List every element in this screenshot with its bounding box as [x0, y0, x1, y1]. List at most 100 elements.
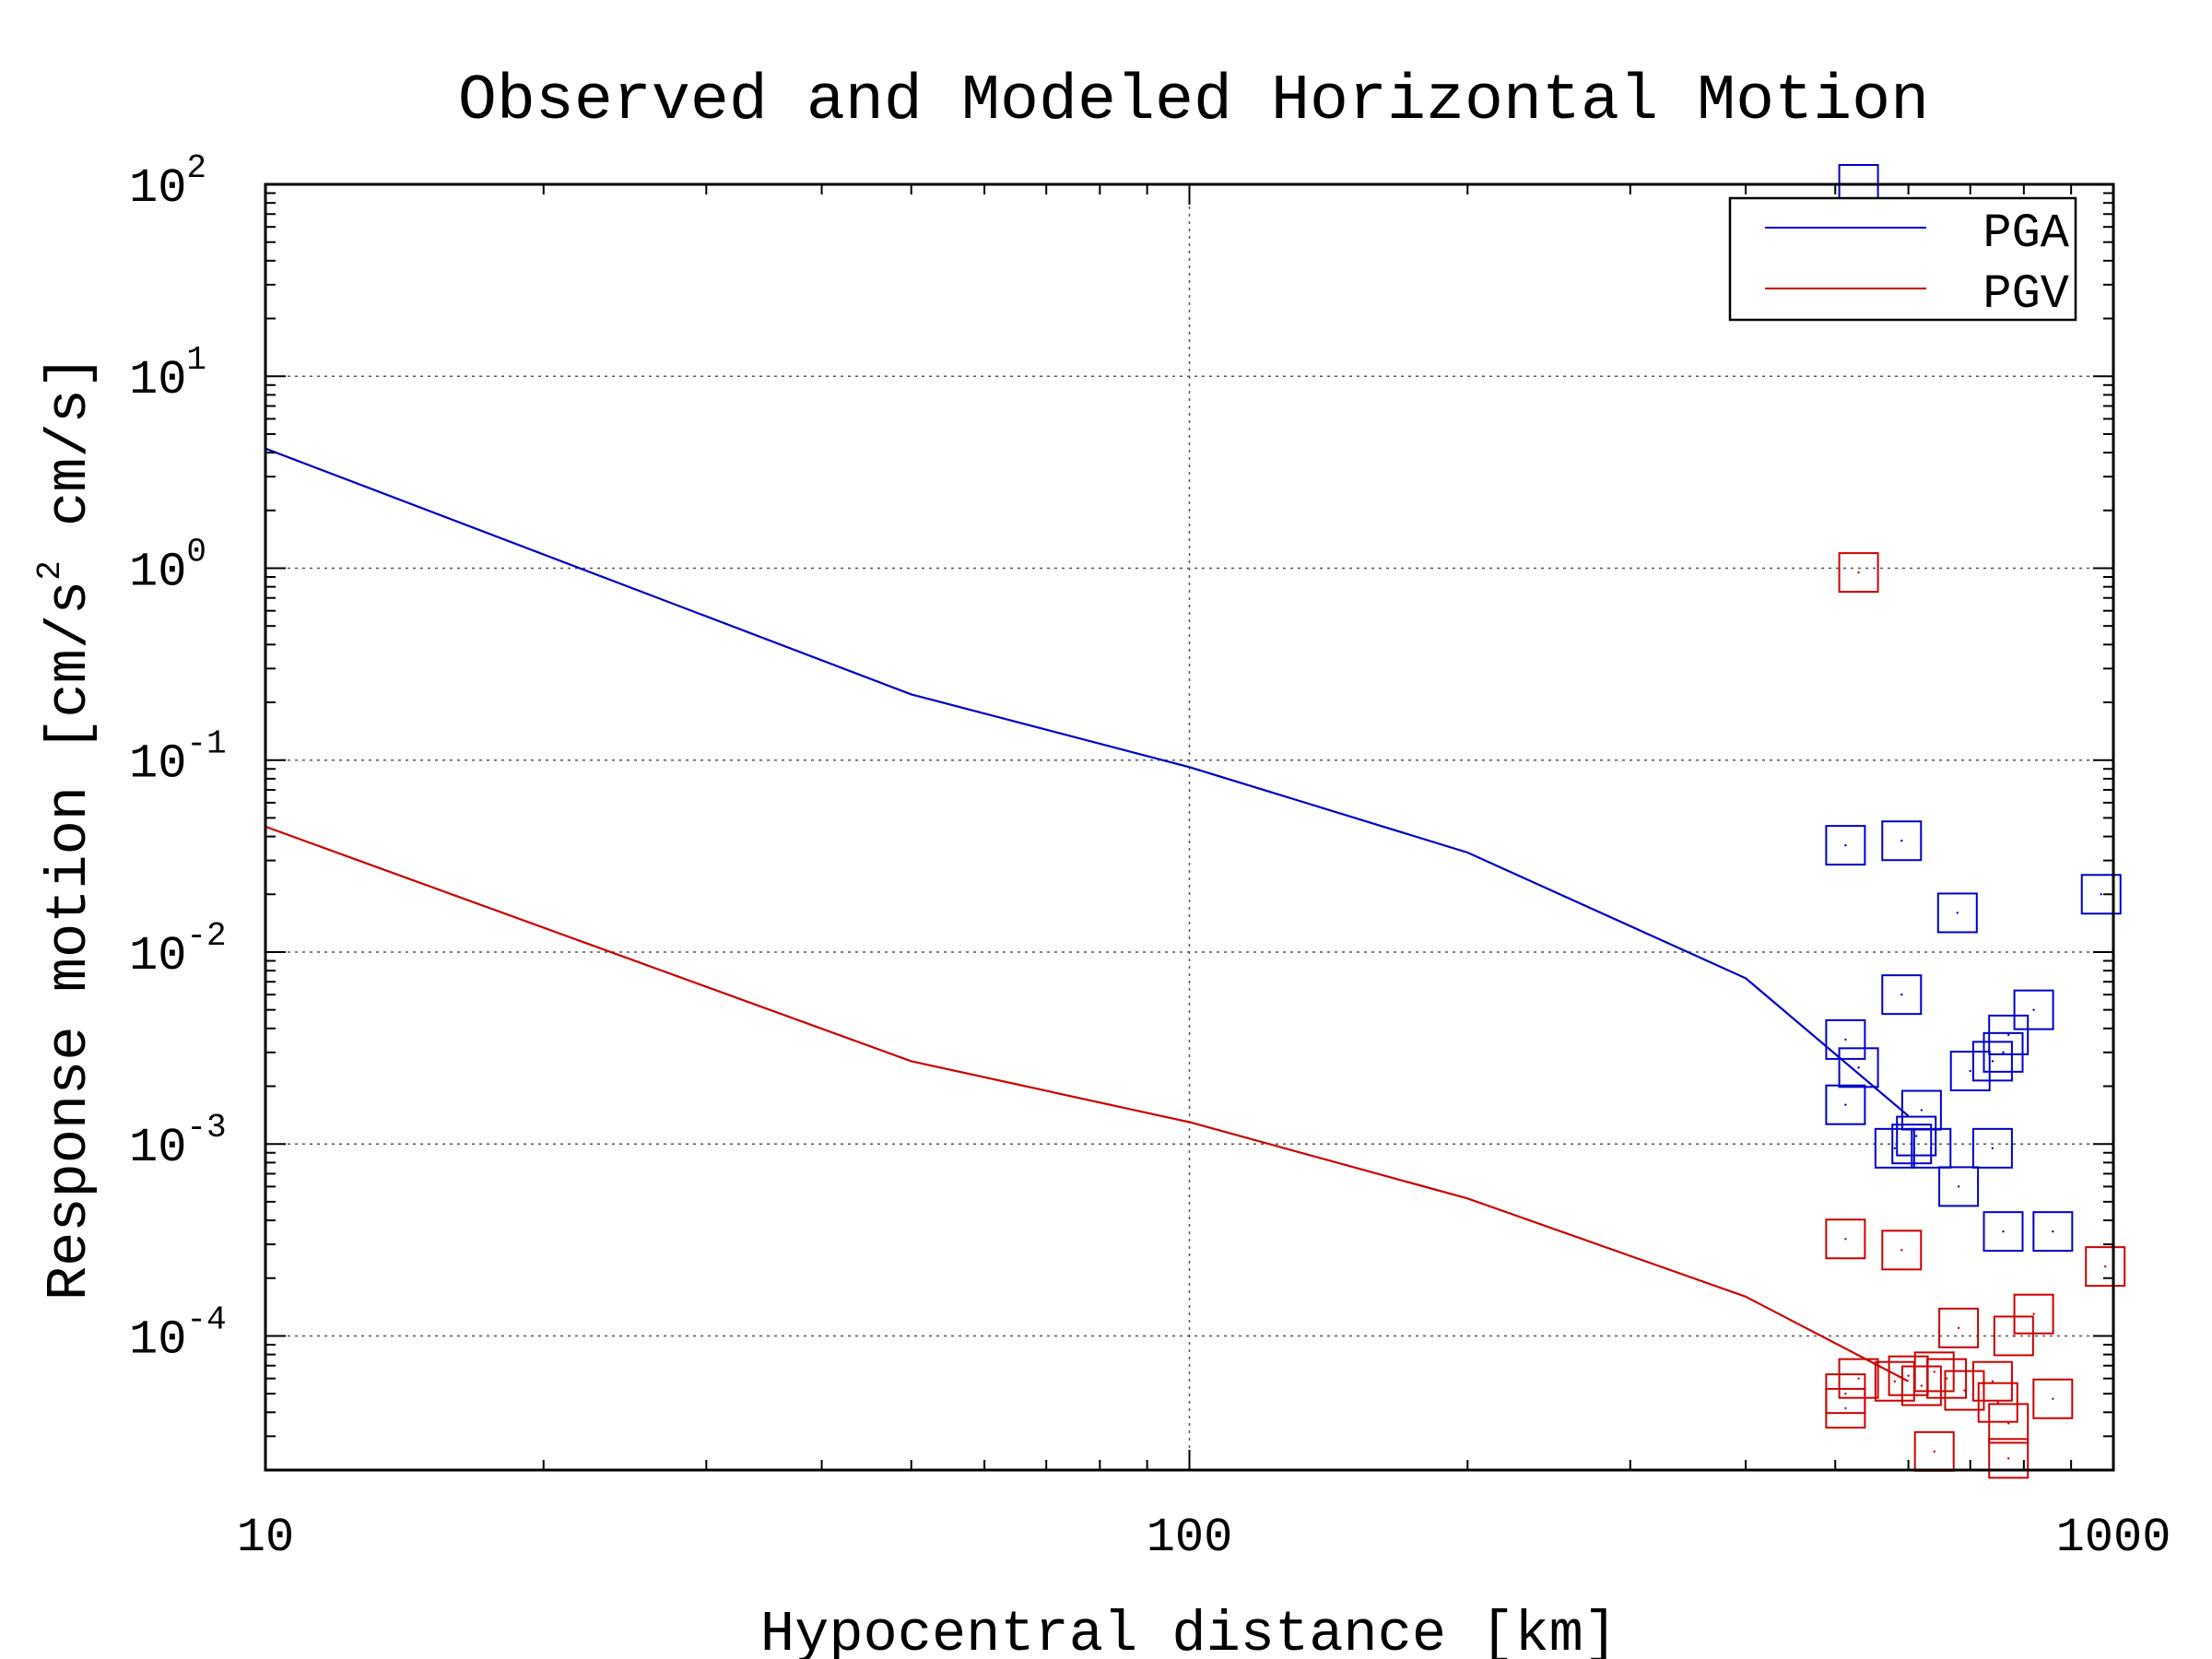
observed-point-pga	[1825, 825, 1866, 866]
observed-point-center-pgv	[1900, 1249, 1903, 1252]
observed-point-center-pga	[1957, 1185, 1960, 1188]
y-tick-label: 10-4	[129, 1300, 227, 1367]
observed-point-center-pga	[1969, 1069, 1971, 1073]
observed-point-pga	[1825, 1084, 1866, 1125]
observed-point-pga	[1825, 1018, 1866, 1060]
observed-point-pgv	[2032, 1378, 2074, 1419]
y-tick-base: 10	[129, 1312, 186, 1367]
observed-point-pgv	[1971, 1360, 2013, 1402]
observed-point-center-pga	[2002, 1051, 2005, 1054]
observed-point-center-pgv	[1857, 571, 1860, 574]
observed-point-center-pgv	[1844, 1392, 1847, 1395]
observed-point-center-pga	[2100, 893, 2102, 896]
observed-point-pgv	[1988, 1438, 2030, 1479]
observed-point-pgv	[2085, 1246, 2126, 1288]
y-tick-exponent: -3	[186, 1109, 226, 1147]
observed-point-center-pgv	[1920, 1384, 1924, 1387]
y-axis-label: Response motion [cm/s2 cm/s]	[31, 355, 102, 1300]
observed-point-pgv	[1825, 1218, 1866, 1260]
y-tick-exponent: -1	[186, 725, 226, 763]
observed-point-center-pga	[1920, 1109, 1924, 1112]
observed-point-center-pgv	[2104, 1265, 2107, 1268]
y-tick-label: 101	[129, 341, 206, 407]
observed-point-center-pga	[1844, 1103, 1847, 1106]
observed-point-pga	[2013, 989, 2054, 1030]
series-layer	[265, 164, 2126, 1479]
legend-box	[1728, 196, 2077, 322]
observed-point-center-pgv	[2007, 1422, 2010, 1425]
observed-point-center-pga	[1991, 1060, 1994, 1063]
y-tick-base: 10	[129, 545, 186, 599]
series-pgv	[265, 552, 2126, 1479]
observed-point-pga	[1983, 1211, 2024, 1253]
observed-point-center-pga	[1900, 840, 1903, 842]
observed-point-pgv	[1944, 1370, 1985, 1411]
observed-point-pgv	[1900, 1365, 1942, 1406]
observed-point-center-pga	[2007, 1033, 2010, 1037]
observed-point-center-pgv	[1957, 1326, 1960, 1330]
legend-label-pgv: PGV	[1983, 267, 2069, 322]
observed-point-center-pgv	[1945, 1377, 1948, 1380]
model-line-pgv	[265, 825, 1910, 1382]
observed-point-pgv	[1838, 552, 1879, 594]
observed-point-center-pgv	[1844, 1238, 1847, 1241]
observed-point-center-pgv	[2032, 1312, 2035, 1315]
observed-point-pga	[1881, 820, 1923, 862]
observed-point-pga	[1936, 892, 1978, 934]
observed-point-center-pgv	[2012, 1335, 2016, 1337]
grid	[265, 184, 2113, 1470]
observed-point-pga	[1896, 1115, 1937, 1157]
observed-point-pgv	[1988, 1403, 2030, 1444]
y-axis-label-main: Response motion [cm/s	[37, 581, 102, 1300]
y-tick-base: 10	[129, 353, 186, 407]
observed-point-pgv	[1993, 1315, 2034, 1357]
observed-point-center-pgv	[1893, 1380, 1897, 1382]
observed-point-center-pga	[1991, 1147, 1994, 1150]
y-tick-base: 10	[129, 929, 186, 983]
observed-point-pgv	[1938, 1307, 1980, 1348]
observed-point-center-pga	[1893, 1147, 1897, 1150]
observed-point-pga	[1971, 1041, 2013, 1082]
observed-point-pgv	[1838, 1358, 1879, 1399]
observed-point-center-pgv	[1857, 1377, 1860, 1380]
y-tick-exponent: 1	[186, 341, 206, 379]
observed-point-center-pgv	[1996, 1401, 1999, 1404]
observed-point-pga	[2032, 1211, 2074, 1253]
observed-point-center-pgv	[2007, 1457, 2010, 1460]
observed-point-center-pga	[1900, 993, 1903, 996]
y-tick-label: 10-1	[129, 725, 227, 792]
observed-point-pga	[1838, 1047, 1879, 1088]
observed-point-center-pgv	[1963, 1389, 1966, 1392]
legend-label-pga: PGA	[1983, 206, 2069, 261]
legend: PGA PGV	[1728, 196, 2077, 322]
observed-point-pga	[1874, 1127, 1915, 1169]
series-pga	[265, 164, 2122, 1253]
observed-point-pga	[1988, 1014, 2030, 1055]
y-tick-label: 10-3	[129, 1109, 227, 1175]
observed-point-pga	[1938, 1166, 1980, 1207]
observed-point-center-pga	[2052, 1230, 2054, 1233]
observed-point-center-pga	[1956, 912, 1959, 914]
y-tick-exponent: -2	[186, 917, 226, 955]
observed-point-center-pga	[2002, 1230, 2005, 1233]
observed-point-center-pgv	[1907, 1374, 1910, 1377]
observed-point-center-pga	[1915, 1135, 1918, 1137]
y-tick-base: 10	[129, 737, 186, 792]
observed-point-center-pga	[1844, 1038, 1847, 1041]
y-tick-label: 10-2	[129, 917, 227, 983]
observed-point-center-pgv	[1991, 1380, 1994, 1382]
y-tick-exponent: 2	[186, 149, 206, 187]
y-tick-label: 102	[129, 149, 206, 216]
y-tick-base: 10	[129, 1121, 186, 1175]
observed-point-pgv	[1825, 1387, 1866, 1429]
observed-point-pgv	[1881, 1230, 1923, 1271]
observed-point-pga	[1983, 1031, 2024, 1073]
observed-point-pga	[1911, 1127, 1952, 1169]
y-tick-base: 10	[129, 161, 186, 216]
x-tick-label: 1000	[2056, 1511, 2171, 1565]
chart-title: Observed and Modeled Horizontal Motion	[458, 65, 1929, 138]
model-line-pga	[265, 447, 1910, 1117]
observed-point-center-pga	[1857, 1066, 1860, 1069]
